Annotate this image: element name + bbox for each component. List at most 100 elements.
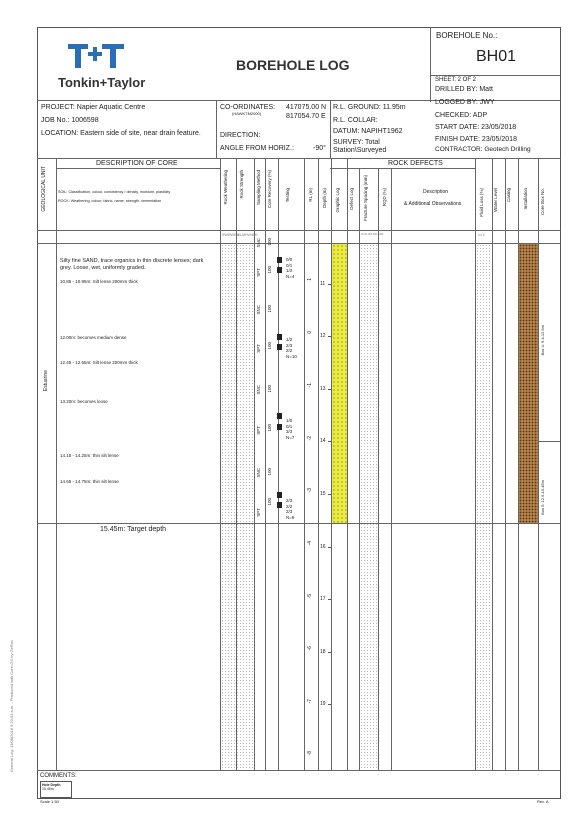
divider xyxy=(216,100,217,158)
checked-by: CHECKED: ADP xyxy=(435,112,488,119)
sampling-method-header: Sampling Method xyxy=(256,170,261,206)
divider xyxy=(430,27,431,102)
col-line xyxy=(304,158,305,770)
depth-tick-mark xyxy=(328,441,331,443)
description-note-4: 13.20m: becomes loose xyxy=(60,399,108,404)
sample-recovery: 100 xyxy=(267,342,272,350)
hole-depth-box: Hole Depth 15.45m xyxy=(40,781,72,798)
core-box-label: Box 4: 9.4-12.5m xyxy=(540,325,545,356)
contractor: CONTRACTOR: Geotech Drilling xyxy=(435,146,531,153)
geological-unit-label: Estuarine xyxy=(43,370,49,392)
finish-date: FINISH DATE: 23/05/2018 xyxy=(435,136,517,143)
start-date: START DATE: 23/05/2018 xyxy=(435,124,517,131)
rl-ground: R.L. GROUND: 11.95m xyxy=(333,104,406,111)
col-line xyxy=(492,158,493,770)
divider xyxy=(56,168,220,169)
comments-label: COMMENTS: xyxy=(40,773,77,779)
defect-description-header: Description xyxy=(423,189,449,195)
rl-tick-label: 1 xyxy=(307,277,313,281)
main-description: Silty fine SAND, trace organics in thin … xyxy=(60,258,204,272)
col-line xyxy=(331,158,332,770)
company-name: Tonkin+Taylor xyxy=(58,75,146,90)
fluid-loss-header: Fluid Loss (%) xyxy=(479,188,484,217)
sample-recovery: 100 xyxy=(267,468,272,476)
rl-scale: 1 0 -1 -2 -3 -4 -5 -6 -7 -8 xyxy=(304,0,318,822)
sample-method: SNC xyxy=(256,238,261,248)
casing-header: Casing xyxy=(506,188,511,203)
description-note-6: 14.65 - 14.75m: thin silt lense xyxy=(60,479,119,484)
depth-tick-label: 15 xyxy=(320,491,326,497)
graphic-log-header: Graphic Log xyxy=(335,188,340,213)
depth-tick-label: 16 xyxy=(320,543,326,550)
weathering-scale: SWMWEW xyxy=(222,233,240,237)
coordinates-system: (HAWKTM2000) xyxy=(232,111,262,116)
fluid-loss-grid xyxy=(476,244,491,769)
divider xyxy=(37,770,561,771)
divider xyxy=(37,230,561,231)
fluid-loss-scale: 0 0 0 xyxy=(478,233,485,237)
fracture-grid xyxy=(360,244,377,769)
rock-strength-header: Rock Strength xyxy=(239,170,244,199)
col-line xyxy=(378,168,379,770)
installation-backfill xyxy=(519,244,538,523)
sample-method: SNC xyxy=(256,305,261,315)
borehole-no-label: BOREHOLE No.: xyxy=(436,31,498,40)
sample-interval-marker xyxy=(277,413,282,419)
description-note-2: 12.00m: becomes medium dense xyxy=(60,335,127,340)
description-note-5: 14.15 - 14.25m: thin silt lense xyxy=(60,453,119,458)
sample-interval-marker xyxy=(277,344,282,350)
end-of-hole-line xyxy=(37,523,561,524)
col-line xyxy=(505,158,506,770)
sample-interval-marker xyxy=(277,257,282,263)
generated-by-text: General Log: 13/08/2018 9:20:53 a.m. - P… xyxy=(9,640,14,773)
col-line xyxy=(265,158,266,770)
divider xyxy=(330,100,331,158)
sample-interval-marker xyxy=(277,334,282,340)
survey: SURVEY: Total Station\Surveyed xyxy=(333,139,387,155)
core-box-label: Box 5: 12.5-15.45m xyxy=(540,480,545,515)
core-box-header: Core Box No. xyxy=(540,188,545,216)
coordinate-northing: 417075.00 N xyxy=(286,104,327,111)
depth-tick-mark xyxy=(328,283,331,285)
col-line xyxy=(391,168,392,770)
sheet-number: SHEET: 2 OF 2 xyxy=(435,77,477,83)
sample-recovery: 100 xyxy=(267,385,272,393)
depth-tick-label: 19 xyxy=(320,701,326,708)
depth-tick-label: 14 xyxy=(320,438,326,445)
direction: DIRECTION: xyxy=(220,132,261,139)
depth-tick-mark xyxy=(328,494,331,495)
document-title: BOREHOLE LOG xyxy=(236,57,350,73)
borehole-id: BH01 xyxy=(476,48,517,65)
sample-interval-marker xyxy=(277,492,282,498)
rl-tick-label: -6 xyxy=(307,646,313,651)
col-line xyxy=(475,158,476,770)
scale-label: Scale 1:50 xyxy=(40,799,59,804)
location: LOCATION: Eastern side of site, near dra… xyxy=(41,130,201,137)
spt-result: 2/3 2/2 2/3 N=9 xyxy=(286,498,295,520)
defect-log-header: Defect Log xyxy=(349,188,354,210)
coordinates-label: CO-ORDINATES: xyxy=(220,104,276,111)
soil-legend-line: SOIL: Classification, colour, consistenc… xyxy=(58,190,171,194)
log-sheet-frame xyxy=(37,27,561,799)
rl-tick-label: -3 xyxy=(307,488,313,493)
rock-weathering-header: Rock Weathering xyxy=(223,170,228,205)
sample-recovery: 100 xyxy=(267,498,272,506)
spt-result: 1/2 2/3 2/2 N=10 xyxy=(286,337,297,359)
depth-tick-mark xyxy=(328,651,331,653)
geological-unit-header: GEOLOGICAL UNIT xyxy=(41,166,47,212)
fracture-scale: 20 60 200 600 2000 xyxy=(361,233,384,236)
depth-tick-mark xyxy=(328,546,331,548)
rl-tick-label: -1 xyxy=(307,383,313,388)
hole-depth-label: Hole Depth xyxy=(42,783,61,787)
depth-tick-mark xyxy=(328,704,331,706)
water-level-header: Water Level xyxy=(493,188,498,212)
sample-recovery: 100 xyxy=(267,238,272,246)
col-line xyxy=(254,158,255,770)
depth-tick-label: 18 xyxy=(320,648,326,655)
graphic-log-sand xyxy=(332,244,347,523)
depth-tick-mark xyxy=(328,336,331,338)
fracture-spacing-header: Fracture Spacing (mm) xyxy=(363,175,368,222)
hole-depth-value: 15.45m xyxy=(42,787,54,792)
rl-collar: R.L. COLLAR: xyxy=(333,117,378,124)
spt-result: 0/0 0/1 1/2 N=4 xyxy=(286,257,295,279)
